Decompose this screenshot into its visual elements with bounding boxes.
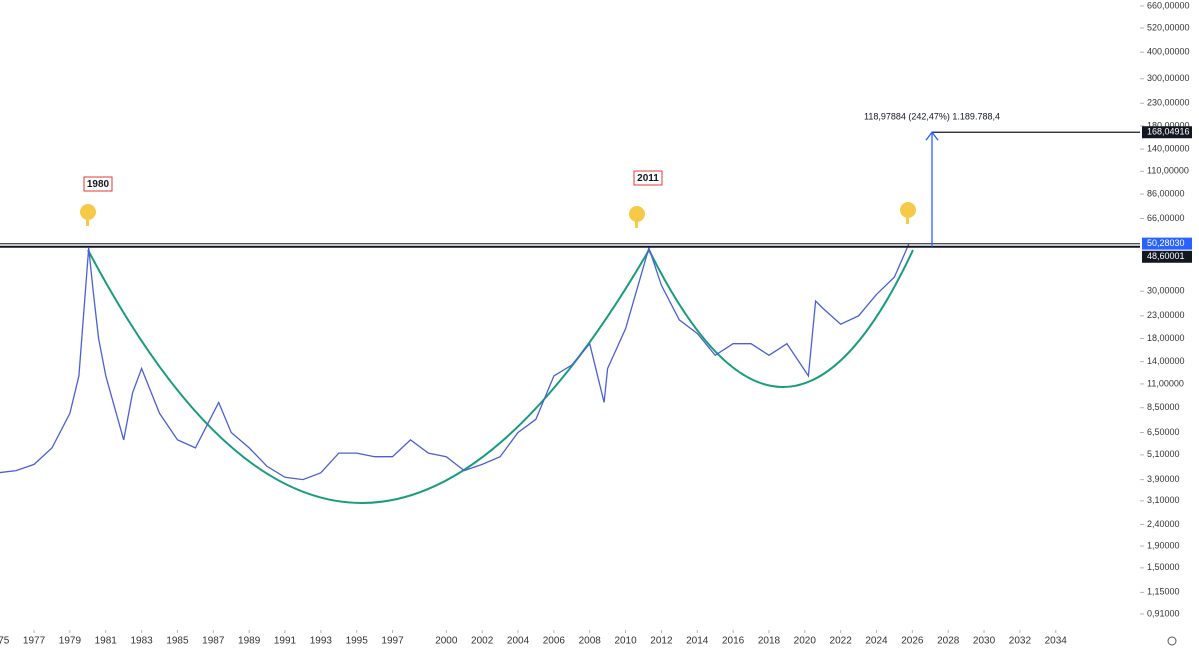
y-tick-label: 140,00000: [1147, 143, 1190, 153]
y-tick-label: 300,00000: [1147, 73, 1190, 83]
measure-label: 118,97884 (242,47%) 1.189.788,4: [864, 111, 1000, 121]
y-tick-label: 1,90000: [1147, 540, 1180, 550]
x-tick-label: 2028: [937, 636, 960, 647]
x-tick-label: 1975: [0, 636, 10, 647]
icon: [629, 206, 645, 228]
price-label-box: [1142, 126, 1192, 139]
x-tick-label: 1987: [202, 636, 225, 647]
x-tick-label: 2026: [901, 636, 924, 647]
price-label: 168,04916: [1147, 127, 1190, 137]
x-tick-label: 2024: [865, 636, 888, 647]
x-tick-label: 2034: [1045, 636, 1068, 647]
y-tick-label: 11,00000: [1147, 378, 1184, 388]
y-tick-label: 1,15000: [1147, 587, 1180, 597]
y-tick-label: 0,91000: [1147, 608, 1180, 618]
icon: [900, 202, 916, 224]
cup-curve: [648, 249, 914, 388]
x-tick-label: 2030: [973, 636, 996, 647]
x-tick-label: 1977: [23, 636, 46, 647]
x-tick-label: 1985: [166, 636, 189, 647]
annotation: 2011: [637, 173, 659, 184]
x-tick-label: 2008: [579, 636, 602, 647]
y-tick-label: 5,10000: [1147, 449, 1180, 459]
y-tick-label: 8,50000: [1147, 402, 1180, 412]
y-tick-label: 660,00000: [1147, 0, 1190, 10]
x-tick-label: 2032: [1009, 636, 1032, 647]
y-tick-label: 86,00000: [1147, 188, 1185, 198]
y-tick-label: 66,00000: [1147, 213, 1185, 223]
y-tick-label: 30,00000: [1147, 286, 1185, 296]
arrow-head: [925, 131, 939, 141]
annotation: 1980: [87, 179, 110, 190]
annotation-box: [633, 170, 663, 186]
annotation-box: [83, 176, 113, 192]
icon: [80, 204, 96, 226]
y-tick-label: 3,90000: [1147, 474, 1180, 484]
y-tick-label: 400,00000: [1147, 47, 1190, 57]
y-tick-label: 110,00000: [1147, 166, 1189, 176]
x-tick-label: 2000: [435, 636, 458, 647]
y-tick-label: 18,00000: [1147, 333, 1185, 343]
x-tick-label: 2016: [722, 636, 745, 647]
price-line: [0, 243, 910, 481]
price-label-box: [1142, 237, 1192, 250]
x-tick-label: 2004: [507, 636, 530, 647]
price-label: 48,60001: [1147, 251, 1185, 261]
x-tick-label: 1989: [238, 636, 261, 647]
x-tick-label: 1995: [346, 636, 369, 647]
x-tick-label: 1993: [310, 636, 333, 647]
y-tick-label: 3,10000: [1147, 495, 1180, 505]
y-tick-label: 14,00000: [1147, 356, 1185, 366]
cup-curve: [87, 249, 650, 504]
x-tick-label: 2014: [686, 636, 709, 647]
x-tick-label: 1997: [381, 636, 404, 647]
y-tick-label: 2,40000: [1147, 519, 1180, 529]
x-tick-label: 1981: [95, 636, 118, 647]
price-label-box: [1142, 250, 1192, 263]
x-tick-label: 2002: [471, 636, 494, 647]
y-tick-label: 6,50000: [1147, 427, 1180, 437]
y-tick-label: 180,00000: [1147, 120, 1190, 130]
x-tick-label: 2006: [543, 636, 566, 647]
y-tick-label: 520,00000: [1147, 22, 1190, 32]
x-tick-label: 2020: [794, 636, 817, 647]
settings-icon[interactable]: [1167, 636, 1177, 646]
y-tick-label: 1,50000: [1147, 562, 1180, 572]
x-tick-label: 1991: [274, 636, 297, 647]
y-tick-label: 230,00000: [1147, 98, 1190, 108]
x-tick-label: 1983: [130, 636, 153, 647]
x-tick-label: 2010: [614, 636, 637, 647]
x-tick-label: 1979: [59, 636, 82, 647]
x-tick-label: 2012: [650, 636, 673, 647]
x-tick-label: 2018: [758, 636, 781, 647]
y-tick-label: 23,00000: [1147, 310, 1185, 320]
x-tick-label: 2022: [830, 636, 853, 647]
price-label: 50,28030: [1147, 238, 1185, 248]
